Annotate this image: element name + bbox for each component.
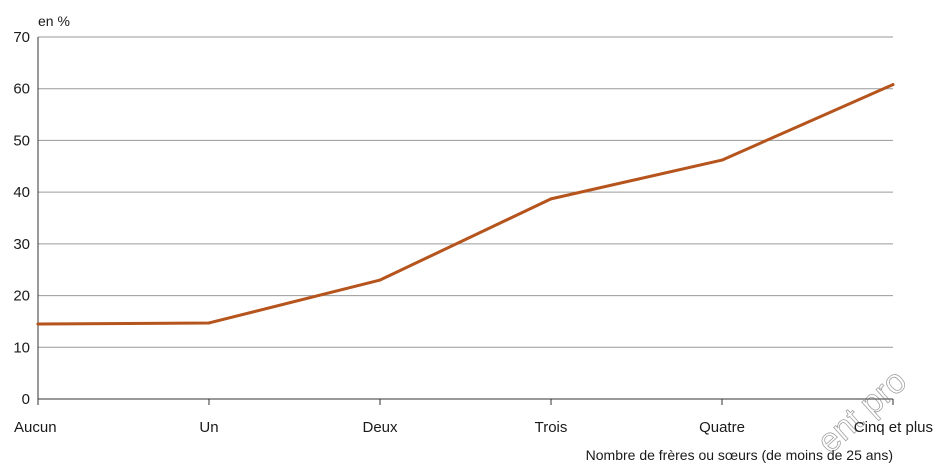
data-point	[36, 322, 40, 326]
data-point	[207, 321, 211, 325]
grid-lines	[38, 36, 893, 348]
data-point	[549, 197, 553, 201]
y-tick-label-30: 30	[13, 236, 30, 253]
y-axis-unit-label: en %	[38, 13, 70, 29]
x-tick-label: Quatre	[699, 419, 745, 436]
data-point	[891, 83, 895, 87]
x-tick-label: Aucun	[14, 419, 57, 436]
data-point	[378, 278, 382, 282]
y-tick-label-20: 20	[13, 288, 30, 305]
x-tick-label: Cinq et plus	[854, 419, 933, 436]
x-tick-label: Deux	[362, 419, 398, 436]
x-axis-title: Nombre de frères ou sœurs (de moins de 2…	[586, 447, 893, 463]
x-tick-label: Un	[199, 419, 218, 436]
y-tick-label-70: 70	[13, 29, 30, 46]
data-point	[720, 158, 724, 162]
series-line-0	[36, 83, 895, 326]
y-tick-label-60: 60	[13, 81, 30, 98]
y-tick-label-10: 10	[13, 339, 30, 356]
y-tick-labels: 0 10 20 30 40 50 60 70	[13, 29, 30, 408]
x-tick-label: Trois	[535, 419, 568, 436]
y-tick-label-40: 40	[13, 184, 30, 201]
axes	[37, 37, 894, 405]
series-lines	[36, 83, 895, 326]
y-tick-label-0: 0	[22, 391, 30, 408]
x-tick-labels: Aucun Un Deux Trois Quatre Cinq et plus	[14, 419, 933, 436]
y-tick-label-50: 50	[13, 132, 30, 149]
